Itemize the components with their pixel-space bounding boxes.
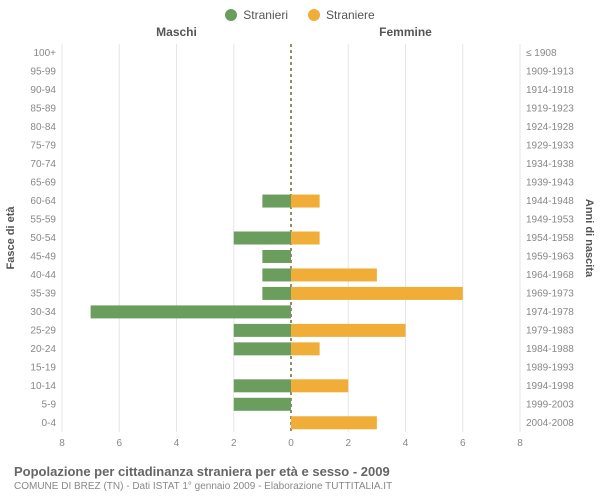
birth-year-label: 1944-1948 <box>526 196 574 207</box>
legend-label-male: Stranieri <box>243 8 288 22</box>
bar-male <box>234 398 291 411</box>
x-tick: 8 <box>517 438 523 449</box>
legend-item-female: Straniere <box>308 8 375 22</box>
bar-female <box>291 268 377 281</box>
age-band-label: 85-89 <box>30 104 56 115</box>
birth-year-label: 1959-1963 <box>526 251 574 262</box>
age-band-label: 65-69 <box>30 178 56 189</box>
age-band-label: 100+ <box>33 48 56 59</box>
age-band-label: 0-4 <box>42 418 57 429</box>
age-band-label: 40-44 <box>30 270 56 281</box>
age-band-label: 55-59 <box>30 215 56 226</box>
bar-male <box>234 379 291 392</box>
chart-container: Stranieri Straniere Maschi Femmine 0 2 2 4 4 6 6… <box>0 0 600 500</box>
birth-year-label: 1994-1998 <box>526 381 574 392</box>
axis-title-left: Fasce di età <box>5 206 17 270</box>
birth-year-label: 1964-1968 <box>526 270 574 281</box>
age-band-label: 80-84 <box>30 122 56 133</box>
bar-male <box>262 268 291 281</box>
x-tick: 0 <box>288 438 294 449</box>
bar-female <box>291 416 377 429</box>
birth-year-label: ≤ 1908 <box>526 48 557 59</box>
birth-year-label: 2004-2008 <box>526 418 574 429</box>
age-band-label: 45-49 <box>30 251 56 262</box>
legend-label-female: Straniere <box>326 8 375 22</box>
x-tick: 4 <box>174 438 180 449</box>
age-band-label: 50-54 <box>30 233 56 244</box>
bar-male <box>262 287 291 300</box>
legend: Stranieri Straniere <box>0 0 600 22</box>
birth-year-label: 1969-1973 <box>526 288 574 299</box>
bar-male <box>262 250 291 263</box>
age-band-label: 25-29 <box>30 325 56 336</box>
age-band-label: 10-14 <box>30 381 56 392</box>
bar-male <box>234 342 291 355</box>
chart-footer: Popolazione per cittadinanza straniera p… <box>14 464 392 492</box>
birth-year-label: 1974-1978 <box>526 307 574 318</box>
bar-male <box>234 324 291 337</box>
age-band-label: 15-19 <box>30 362 56 373</box>
age-band-label: 20-24 <box>30 344 56 355</box>
bar-female <box>291 324 406 337</box>
bar-female <box>291 287 463 300</box>
age-band-label: 95-99 <box>30 67 56 78</box>
axis-title-right: Anni di nascita <box>583 199 595 278</box>
x-tick: 8 <box>59 438 65 449</box>
bar-female <box>291 379 348 392</box>
age-band-label: 5-9 <box>42 399 57 410</box>
birth-year-label: 1924-1928 <box>526 122 574 133</box>
birth-year-label: 1989-1993 <box>526 362 574 373</box>
x-tick: 4 <box>403 438 409 449</box>
age-band-label: 30-34 <box>30 307 56 318</box>
bar-male <box>234 232 291 245</box>
birth-year-label: 1914-1918 <box>526 85 574 96</box>
birth-year-label: 1929-1933 <box>526 141 574 152</box>
age-band-label: 75-79 <box>30 141 56 152</box>
x-tick: 2 <box>345 438 351 449</box>
x-tick: 6 <box>116 438 122 449</box>
age-band-label: 90-94 <box>30 85 56 96</box>
birth-year-label: 1919-1923 <box>526 104 574 115</box>
age-band-label: 70-74 <box>30 159 56 170</box>
x-tick: 6 <box>460 438 466 449</box>
birth-year-label: 1999-2003 <box>526 399 574 410</box>
footer-title: Popolazione per cittadinanza straniera p… <box>14 464 392 479</box>
birth-year-label: 1939-1943 <box>526 178 574 189</box>
bar-female <box>291 342 320 355</box>
legend-swatch-female <box>308 9 320 21</box>
birth-year-label: 1909-1913 <box>526 67 574 78</box>
birth-year-label: 1954-1958 <box>526 233 574 244</box>
legend-item-male: Stranieri <box>225 8 288 22</box>
footer-subtitle: COMUNE DI BREZ (TN) - Dati ISTAT 1° genn… <box>14 481 392 492</box>
age-band-label: 35-39 <box>30 288 56 299</box>
bar-female <box>291 232 320 245</box>
bar-female <box>291 195 320 208</box>
birth-year-label: 1949-1953 <box>526 215 574 226</box>
bar-male <box>91 305 291 318</box>
x-tick: 2 <box>231 438 237 449</box>
birth-year-label: 1984-1988 <box>526 344 574 355</box>
birth-year-label: 1934-1938 <box>526 159 574 170</box>
birth-year-label: 1979-1983 <box>526 325 574 336</box>
header-male: Maschi <box>156 25 197 39</box>
header-female: Femmine <box>379 25 432 39</box>
pyramid-chart: Maschi Femmine 0 2 2 4 4 6 6 8 8 100+ ≤ 1908 95-99 190… <box>0 22 600 462</box>
age-band-label: 60-64 <box>30 196 56 207</box>
legend-swatch-male <box>225 9 237 21</box>
bar-male <box>262 195 291 208</box>
